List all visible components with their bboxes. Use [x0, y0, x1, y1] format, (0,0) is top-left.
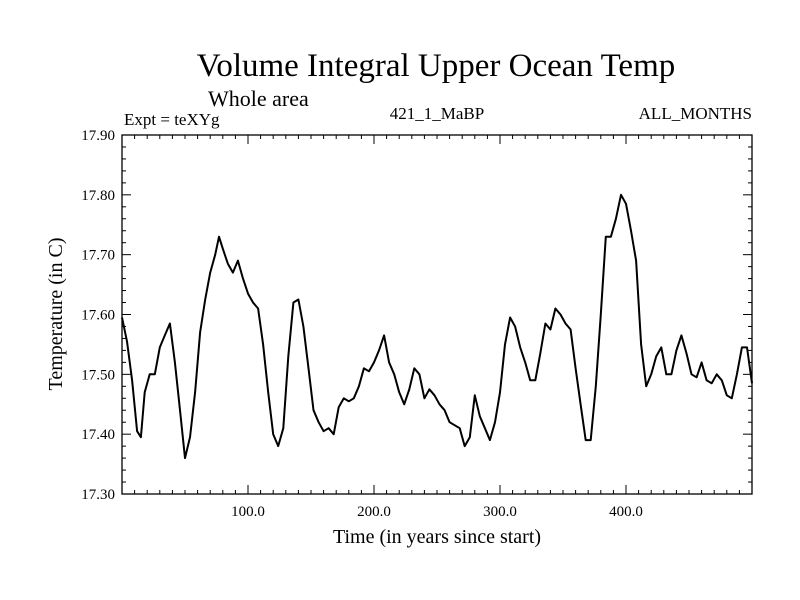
y-tick-label: 17.90 — [81, 128, 115, 144]
y-tick-label: 17.40 — [81, 427, 115, 443]
y-tick-label: 17.30 — [81, 487, 115, 503]
x-tick-label: 200.0 — [357, 504, 391, 520]
y-tick-label: 17.50 — [81, 367, 115, 383]
y-tick-label: 17.80 — [81, 188, 115, 204]
y-tick-label: 17.70 — [81, 248, 115, 264]
plot-frame — [121, 134, 753, 495]
chart-title: Volume Integral Upper Ocean Temp — [197, 48, 675, 84]
chart-subtitle: Whole area — [208, 86, 309, 111]
run-id-label: 421_1_MaBP — [390, 104, 484, 123]
x-axis-label: Time (in years since start) — [333, 526, 541, 548]
months-label: ALL_MONTHS — [639, 104, 752, 123]
axis-ticks — [122, 135, 752, 494]
x-tick-label: 300.0 — [483, 504, 517, 520]
y-tick-label: 17.60 — [81, 308, 115, 324]
series-line — [121, 193, 753, 460]
y-axis-label: Temperature (in C) — [45, 238, 67, 391]
x-tick-label: 100.0 — [231, 504, 265, 520]
x-tick-label: 400.0 — [609, 504, 643, 520]
tick-labels: 100.0 200.0 300.0 400.0 17.30 17.40 17.50 17.60… — [81, 128, 643, 520]
experiment-label: Expt = teXYg — [124, 110, 220, 129]
